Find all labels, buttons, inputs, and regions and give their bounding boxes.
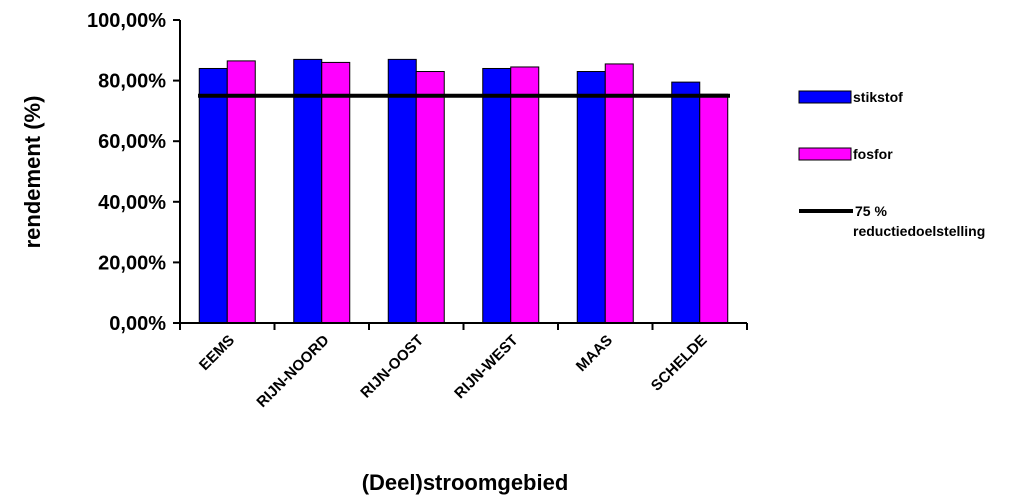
x-tick-label: RIJN-OOST — [357, 332, 427, 402]
y-tick-label: 60,00% — [98, 131, 166, 153]
bar-stikstof-rijn-west — [482, 67, 512, 324]
bar-stikstof-maas — [576, 71, 606, 324]
legend-label-stikstof: stikstof — [853, 89, 903, 105]
x-tick-label: EEMS — [196, 332, 238, 374]
bar-fosfor-maas — [604, 63, 634, 324]
legend-label-reference-line: reductiedoelstelling — [853, 223, 985, 239]
y-tick-label: 40,00% — [98, 192, 166, 214]
bar-fosfor-eems — [226, 60, 256, 324]
legend-swatch-stikstof — [798, 90, 852, 104]
y-tick-label: 0,00% — [109, 313, 166, 335]
x-axis-title: (Deel)stroomgebied — [362, 470, 569, 495]
bar-stikstof-eems — [198, 67, 228, 324]
legend-label-fosfor: fosfor — [853, 146, 893, 162]
y-tick-label: 20,00% — [98, 252, 166, 274]
bar-stikstof-rijn-noord — [293, 58, 323, 324]
bar-fosfor-rijn-oost — [415, 71, 445, 324]
legend-swatch-fosfor — [798, 147, 852, 161]
bar-fosfor-rijn-noord — [321, 61, 351, 324]
bar-fosfor-schelde — [699, 93, 729, 324]
axes-layer — [173, 19, 748, 330]
bars-layer — [198, 58, 729, 324]
x-tick-label: SCHELDE — [648, 332, 711, 395]
x-tick-label: RIJN-NOORD — [253, 332, 332, 411]
y-axis-title: rendement (%) — [20, 96, 45, 249]
legend: stikstof fosfor 75 % reductiedoelstelling — [798, 89, 985, 239]
bar-stikstof-rijn-oost — [387, 58, 417, 324]
y-tick-label: 80,00% — [98, 71, 166, 93]
y-tick-labels: 0,00% 20,00% 40,00% 60,00% 80,00% 100,00% — [87, 10, 166, 335]
x-tick-label: MAAS — [573, 332, 616, 375]
x-tick-labels: EEMS RIJN-NOORD RIJN-OOST RIJN-WEST MAAS SCHE… — [196, 332, 711, 411]
legend-label-reference-line: 75 % — [855, 203, 887, 219]
y-tick-label: 100,00% — [87, 10, 166, 32]
bar-stikstof-schelde — [671, 81, 701, 324]
bar-fosfor-rijn-west — [510, 66, 540, 324]
x-tick-label: RIJN-WEST — [451, 332, 521, 402]
